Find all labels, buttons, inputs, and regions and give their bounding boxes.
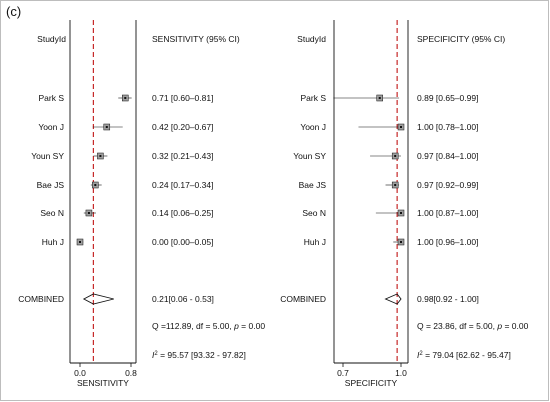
sens-value-header: SENSITIVITY (95% CI) [152, 34, 240, 44]
sens-x-tick-label: 0.0 [74, 368, 86, 378]
sens-study-ci-label: 0.71 [0.60–0.81] [152, 93, 213, 103]
spec-estimate-point [400, 212, 402, 214]
sens-heterogeneity-q: Q =112.89, df = 5.00, p = 0.00 [152, 321, 265, 331]
sens-estimate-point [87, 212, 90, 214]
sens-study-ci-label: 0.42 [0.20–0.67] [152, 122, 213, 132]
spec-x-tick-label: 1.0 [395, 368, 407, 378]
sens-study-name: Huh J [42, 237, 64, 247]
sens-x-axis-label: SENSITIVITY [77, 378, 129, 388]
spec-study-header: StudyId [297, 34, 326, 44]
sens-estimate-point [105, 126, 108, 128]
spec-study-ci-label: 1.00 [0.78–1.00] [417, 122, 478, 132]
spec-study-name: Park S [300, 93, 326, 103]
sens-study-ci-label: 0.24 [0.17–0.34] [152, 180, 213, 190]
spec-study-ci-label: 1.00 [0.96–1.00] [417, 237, 478, 247]
sens-combined-diamond [82, 293, 114, 305]
spec-study-name: Youn SY [293, 151, 326, 161]
sens-study-ci-label: 0.00 [0.00–0.05] [152, 237, 213, 247]
spec-estimate-point [400, 241, 402, 243]
spec-study-name: Yoon J [300, 122, 326, 132]
spec-combined-label: COMBINED [280, 294, 326, 304]
sens-study-name: Youn SY [31, 151, 64, 161]
spec-heterogeneity-q: Q = 23.86, df = 5.00, p = 0.00 [417, 321, 529, 331]
sens-x-tick-label: 0.8 [125, 368, 137, 378]
sens-estimate-point [79, 241, 81, 243]
spec-study-ci-label: 0.89 [0.65–0.99] [417, 93, 478, 103]
spec-estimate-point [394, 155, 397, 157]
spec-study-name: Seo N [302, 208, 326, 218]
spec-combined-ci-label: 0.98[0.92 - 1.00] [417, 294, 479, 304]
sens-combined-label: COMBINED [18, 294, 64, 304]
spec-x-axis-label: SPECIFICITY [345, 378, 398, 388]
sens-study-name: Bae JS [37, 180, 65, 190]
sens-study-ci-label: 0.14 [0.06–0.25] [152, 208, 213, 218]
spec-value-header: SPECIFICITY (95% CI) [417, 34, 505, 44]
panel-label: (c) [6, 4, 22, 19]
sens-study-name: Seo N [40, 208, 64, 218]
sens-estimate-point [94, 184, 97, 186]
spec-study-name: Bae JS [299, 180, 327, 190]
spec-estimate-point [400, 126, 402, 128]
sens-combined-ci-label: 0.21[0.06 - 0.53] [152, 294, 214, 304]
spec-study-ci-label: 0.97 [0.92–0.99] [417, 180, 478, 190]
spec-study-ci-label: 0.97 [0.84–1.00] [417, 151, 478, 161]
sens-estimate-point [99, 155, 102, 157]
spec-study-name: Huh J [304, 237, 326, 247]
sens-study-ci-label: 0.32 [0.21–0.43] [152, 151, 213, 161]
spec-heterogeneity-i2: I2 = 79.04 [62.62 - 95.47] [417, 350, 511, 360]
sens-study-header: StudyId [37, 34, 66, 44]
spec-estimate-point [394, 184, 397, 186]
sens-study-name: Park S [38, 93, 64, 103]
sens-estimate-point [124, 97, 127, 99]
spec-study-ci-label: 1.00 [0.87–1.00] [417, 208, 478, 218]
sens-heterogeneity-i2: I2 = 95.57 [93.32 - 97.82] [152, 350, 246, 360]
sens-study-name: Yoon J [38, 122, 64, 132]
spec-estimate-point [378, 97, 381, 99]
spec-x-tick-label: 0.7 [337, 368, 349, 378]
spec-combined-diamond [384, 293, 402, 305]
